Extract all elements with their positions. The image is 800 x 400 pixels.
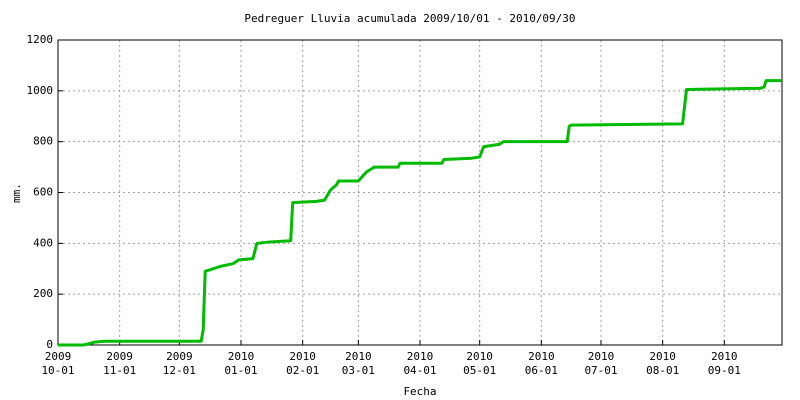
y-axis-label: mm.: [10, 183, 23, 203]
plot-frame: [57, 39, 783, 346]
y-tick-label: 1000: [27, 84, 54, 97]
x-tick-label: 2010 08-01: [646, 350, 680, 377]
y-tick-label: 600: [33, 186, 53, 199]
x-tick-label: 2010 03-01: [341, 350, 375, 377]
x-tick-label: 2009 10-01: [41, 350, 75, 377]
x-tick-label: 2009 12-01: [162, 350, 196, 377]
x-tick-label: 2010 06-01: [524, 350, 558, 377]
x-tick-label: 2010 01-01: [224, 350, 258, 377]
chart-title: Pedreguer Lluvia acumulada 2009/10/01 - …: [244, 12, 575, 25]
y-tick-label: 1200: [27, 33, 54, 46]
x-tick-label: 2010 04-01: [403, 350, 437, 377]
x-tick-label: 2010 02-01: [286, 350, 320, 377]
y-tick-label: 0: [46, 338, 53, 351]
x-tick-label: 2010 05-01: [463, 350, 497, 377]
x-axis-label: Fecha: [403, 385, 436, 398]
data-line: [58, 79, 782, 347]
x-tick-label: 2010 09-01: [707, 350, 741, 377]
x-tick-label: 2010 07-01: [584, 350, 618, 377]
y-tick-label: 400: [33, 236, 53, 249]
x-tick-label: 2009 11-01: [103, 350, 137, 377]
y-tick-label: 200: [33, 287, 53, 300]
y-tick-label: 800: [33, 135, 53, 148]
